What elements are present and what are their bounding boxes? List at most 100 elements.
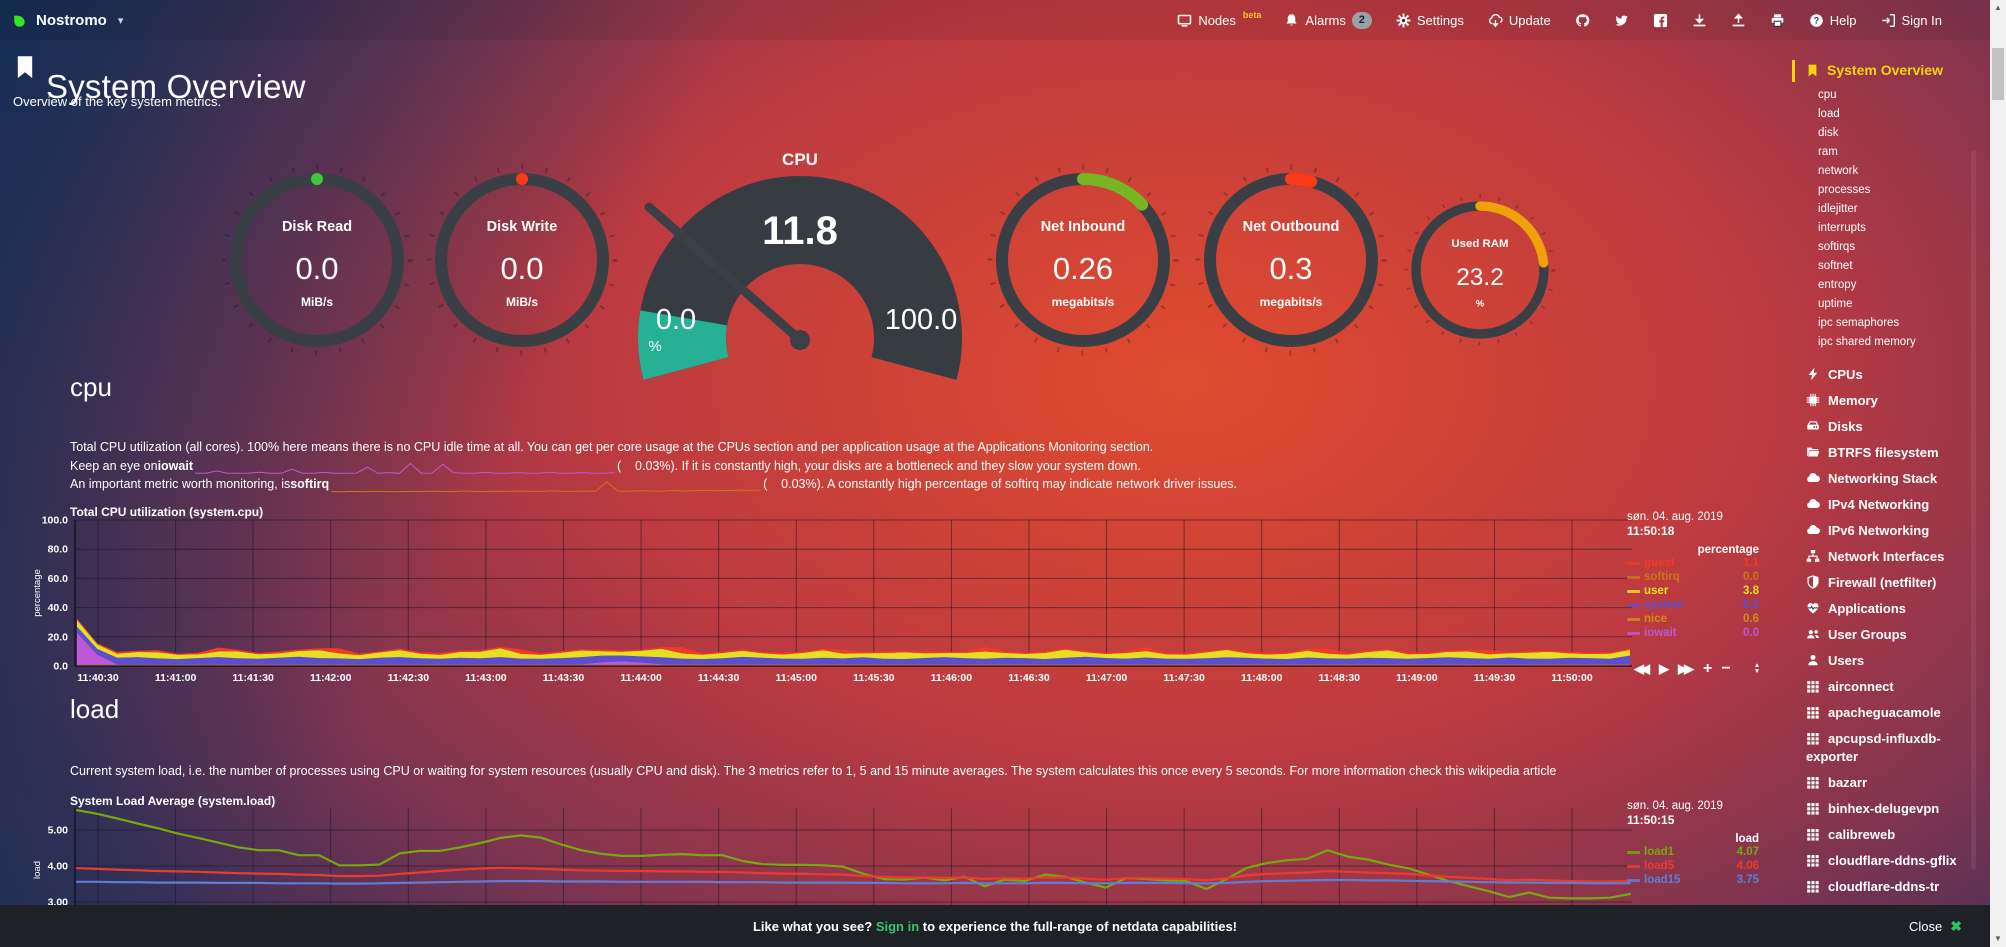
sidebar-item-firewall-netfilter-[interactable]: Firewall (netfilter) (1806, 574, 1988, 592)
close-button[interactable]: Close ✖ (1909, 917, 1962, 934)
sidebar-item-calibreweb[interactable]: calibreweb (1806, 826, 1988, 844)
cpu-chart[interactable]: 11:40:30 11:41:00 11:41:30 11:42:00 11:42:30… (0, 505, 1800, 700)
sidebar-subitem-interrupts[interactable]: interrupts (1818, 222, 1866, 234)
close-icon: ✖ (1950, 917, 1962, 934)
nav-print[interactable] (1770, 13, 1785, 28)
nav-signin[interactable]: Sign In (1881, 13, 1942, 28)
disk-read-gauge[interactable]: Disk Read 0.0 MiB/s (221, 164, 413, 356)
nav-alarms[interactable]: Alarms 2 (1284, 11, 1372, 29)
nav-facebook[interactable] (1653, 13, 1668, 28)
memory-icon (1806, 393, 1820, 407)
resize-handle[interactable]: ▲ ▼ (1753, 662, 1761, 675)
sidebar-subitem-processes[interactable]: processes (1818, 184, 1871, 196)
grid-icon (1806, 879, 1820, 893)
signin-link[interactable]: Sign in (875, 918, 920, 934)
sidebar-item-bazarr[interactable]: bazarr (1806, 774, 1988, 792)
grid-icon (1806, 731, 1820, 745)
legend-row-nice[interactable]: nice 0.6 (1627, 612, 1759, 626)
sidebar-item-applications[interactable]: Applications (1806, 600, 1988, 618)
node-selector[interactable]: Nostromo ▾ (12, 12, 123, 29)
sidebar-item-ipv6-networking[interactable]: IPv6 Networking (1806, 522, 1988, 540)
scroll-up-arrow[interactable]: ▲ (1994, 3, 2002, 12)
legend-dash (1627, 561, 1640, 565)
scroll-down-arrow[interactable]: ▼ (1994, 934, 2002, 943)
heartbeat-icon (1806, 601, 1820, 615)
nav-github[interactable] (1575, 13, 1590, 28)
disks-icon (1806, 419, 1820, 433)
legend-row-guest[interactable]: guest 1.1 (1627, 556, 1759, 570)
sidebar-item-user-groups[interactable]: User Groups (1806, 626, 1988, 644)
zoom-in-button[interactable]: + (1703, 660, 1713, 677)
sidebar-subitem-ipc-semaphores[interactable]: ipc semaphores (1818, 317, 1900, 329)
sidebar-item-network-interfaces[interactable]: Network Interfaces (1806, 548, 1988, 566)
legend-date: søn. 04. aug. 2019 (1627, 511, 1723, 523)
pan-right-button[interactable]: ▶▶ (1678, 661, 1694, 676)
nav-twitter[interactable] (1614, 13, 1629, 28)
cpu-gauge-fill (638, 310, 729, 380)
disk-write-gauge[interactable]: Disk Write 0.0 MiB/s (426, 164, 618, 356)
legend-row-softirq[interactable]: softirq 0.0 (1627, 570, 1759, 584)
beta-badge: beta (1242, 10, 1262, 20)
sitemap-icon (1806, 549, 1820, 563)
zoom-out-button[interactable]: − (1721, 660, 1731, 677)
sidebar-subitem-idlejitter[interactable]: idlejitter (1818, 203, 1858, 215)
pan-left-button[interactable]: ◀◀ (1634, 661, 1650, 676)
sidebar-subitem-softnet[interactable]: softnet (1818, 260, 1853, 272)
sidebar-item-btrfs-filesystem[interactable]: BTRFS filesystem (1806, 444, 1988, 462)
nav-update[interactable]: Update (1488, 13, 1551, 28)
svg-text:11:49:00: 11:49:00 (1396, 672, 1438, 684)
sidebar-item-cloudflare-ddns-gflix[interactable]: cloudflare-ddns-gflix (1806, 852, 1988, 870)
sidebar-subitem-ipc-shared-memory[interactable]: ipc shared memory (1818, 336, 1916, 348)
facebook-icon (1653, 13, 1668, 28)
play-button[interactable]: ▶ (1659, 661, 1669, 676)
sidebar-item-networking-stack[interactable]: Networking Stack (1806, 470, 1988, 488)
sidebar-subitem-entropy[interactable]: entropy (1818, 279, 1857, 291)
sidebar-subitem-softirqs[interactable]: softirqs (1818, 241, 1856, 253)
sidebar-item-system-overview[interactable]: System Overview (1792, 60, 1988, 82)
legend-row-load1[interactable]: load1 4.07 (1627, 845, 1759, 859)
sidebar-sections: CPUs Memory Disks BTRFS filesystem Netwo… (1806, 366, 1988, 896)
legend-row-system[interactable]: system 6.2 (1627, 598, 1759, 612)
sidebar-item-apcupsd-influxdb-exporter[interactable]: apcupsd-influxdb-exporter (1806, 731, 1941, 764)
svg-text:Disk Write: Disk Write (487, 219, 558, 235)
nav-export[interactable] (1692, 13, 1707, 28)
load-chart-legend: søn. 04. aug. 2019 11:50:15 load load1 4… (1627, 800, 1759, 887)
cpu-gauge-needle (644, 202, 805, 345)
sidebar-item-memory[interactable]: Memory (1806, 392, 1988, 410)
net-inbound-gauge[interactable]: Net Inbound 0.26 megabits/s (987, 164, 1179, 356)
sidebar-subitem-load[interactable]: load (1818, 108, 1840, 120)
sidebar-subitem-cpu[interactable]: cpu (1818, 89, 1837, 101)
legend-row-user[interactable]: user 3.8 (1627, 584, 1759, 598)
cloud-icon (1806, 471, 1820, 485)
used-ram-gauge[interactable]: Used RAM 23.2 % (1404, 194, 1556, 346)
cpu-desc-line3: An important metric worth monitoring, is… (70, 475, 1237, 494)
legend-row-load5[interactable]: load5 4.06 (1627, 859, 1759, 873)
nav-nodes[interactable]: Nodes beta (1177, 10, 1262, 28)
sidebar-item-cpus[interactable]: CPUs (1806, 366, 1988, 384)
bookmark-icon (1806, 63, 1819, 78)
scrollbar-thumb[interactable] (1992, 48, 2004, 100)
sidebar-item-cloudflare-ddns-tr[interactable]: cloudflare-ddns-tr (1806, 878, 1988, 896)
nav-settings[interactable]: Settings (1396, 13, 1464, 28)
sidebar-item-users[interactable]: Users (1806, 652, 1988, 670)
legend-row-iowait[interactable]: iowait 0.0 (1627, 626, 1759, 640)
nav-alarms-label: Alarms (1305, 12, 1346, 28)
sidebar-item-binhex-delugevpn[interactable]: binhex-delugevpn (1806, 800, 1988, 818)
cpu-gauge[interactable]: CPU 11.8 0.0 100.0 % (635, 138, 965, 383)
sidebar-scrollbar[interactable] (1971, 150, 1976, 870)
net-outbound-gauge[interactable]: Net Outbound 0.3 megabits/s (1195, 164, 1387, 356)
sidebar-subitem-uptime[interactable]: uptime (1818, 298, 1853, 310)
browser-scrollbar[interactable]: ▲ ▼ (1990, 0, 2006, 947)
bottom-bar: Like what you see? Sign in to experience… (0, 905, 2006, 947)
legend-row-load15[interactable]: load15 3.75 (1627, 873, 1759, 887)
nav-help[interactable]: ? Help (1809, 13, 1857, 28)
sidebar-subitem-network[interactable]: network (1818, 165, 1859, 177)
sidebar-item-disks[interactable]: Disks (1806, 418, 1988, 436)
sidebar-item-apacheguacamole[interactable]: apacheguacamole (1806, 704, 1988, 722)
sidebar-subitem-disk[interactable]: disk (1818, 127, 1839, 139)
nav-import[interactable] (1731, 12, 1746, 28)
sidebar-item-ipv4-networking[interactable]: IPv4 Networking (1806, 496, 1988, 514)
svg-text:20.0: 20.0 (48, 631, 69, 643)
sidebar-item-airconnect[interactable]: airconnect (1806, 678, 1988, 696)
sidebar-subitem-ram[interactable]: ram (1818, 146, 1838, 158)
